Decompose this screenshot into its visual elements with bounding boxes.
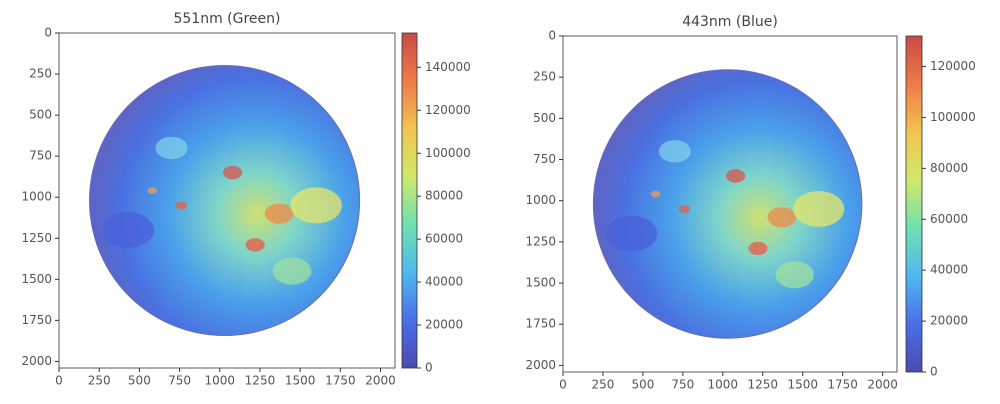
y-tick-label: 1500 (21, 272, 52, 286)
cloud (147, 187, 158, 195)
axes-frame (562, 35, 898, 373)
cloud (658, 140, 691, 163)
cloud (222, 165, 243, 180)
y-tick-label: 250 (29, 67, 52, 81)
cloud (775, 261, 814, 289)
x-tick-label: 500 (128, 374, 151, 388)
cloud (102, 212, 154, 249)
cloud (726, 169, 746, 183)
x-tick-label: 250 (591, 378, 614, 392)
cloud (272, 257, 312, 285)
cloud (290, 187, 342, 224)
cloud (245, 238, 265, 252)
y-tick-label: 1750 (21, 313, 52, 327)
y-tick-label: 0 (548, 29, 556, 43)
x-tick-label: 1250 (747, 378, 778, 392)
cloud (678, 205, 691, 213)
y-tick-label: 500 (533, 111, 556, 125)
cloud (767, 207, 797, 228)
x-tick-label: 250 (88, 374, 111, 388)
x-tick-label: 0 (55, 374, 63, 388)
colorbar-tick-label: 20000 (425, 318, 463, 332)
cloud (175, 201, 187, 210)
colorbar-tick-label: 140000 (425, 60, 471, 74)
colorbar (401, 32, 418, 369)
x-tick-label: 2000 (365, 374, 396, 388)
colorbar-tick-label: 60000 (930, 212, 968, 226)
x-tick-label: 1000 (204, 374, 235, 388)
y-tick-label: 750 (533, 152, 556, 166)
cloud (793, 191, 845, 227)
y-tick-label: 2000 (525, 358, 556, 372)
chart-title: 443nm (Blue) (682, 14, 778, 30)
x-tick-label: 1250 (245, 374, 276, 388)
colorbar-tick-label: 80000 (425, 189, 463, 203)
y-tick-label: 0 (44, 26, 52, 40)
colorbar-tick-label: 60000 (425, 232, 463, 246)
y-tick-label: 2000 (21, 354, 52, 368)
colorbar-tick-label: 40000 (425, 275, 463, 289)
y-tick-label: 1750 (525, 317, 556, 331)
x-tick-label: 1750 (325, 374, 356, 388)
colorbar-tick-label: 120000 (930, 59, 976, 73)
y-tick-label: 1000 (21, 190, 52, 204)
x-tick-label: 0 (559, 378, 567, 392)
y-tick-label: 750 (29, 149, 52, 163)
x-tick-label: 2000 (867, 378, 898, 392)
colorbar-tick-label: 40000 (930, 263, 968, 277)
colorbar-tick-label: 120000 (425, 103, 471, 117)
y-tick-label: 1500 (525, 276, 556, 290)
y-tick-label: 250 (533, 70, 556, 84)
chart-title: 551nm (Green) (173, 11, 280, 27)
y-tick-label: 1250 (525, 234, 556, 248)
x-tick-label: 1750 (827, 378, 858, 392)
colorbar-tick-label: 100000 (930, 110, 976, 124)
x-tick-label: 750 (671, 378, 694, 392)
cloud (606, 215, 658, 252)
cloud (155, 136, 188, 160)
x-tick-label: 750 (168, 374, 191, 388)
x-tick-label: 1500 (285, 374, 316, 388)
x-tick-label: 1500 (787, 378, 818, 392)
cloud (264, 203, 294, 224)
x-tick-label: 1000 (708, 378, 739, 392)
colorbar-tick-label: 80000 (930, 161, 968, 175)
colorbar-tick-label: 0 (425, 361, 433, 375)
x-tick-label: 500 (631, 378, 654, 392)
colorbar-tick-label: 100000 (425, 146, 471, 160)
cloud (748, 241, 768, 256)
colorbar-tick-label: 0 (930, 365, 938, 379)
colorbar (905, 35, 923, 373)
colorbar-tick-label: 20000 (930, 314, 968, 328)
y-tick-label: 500 (29, 108, 52, 122)
y-tick-label: 1250 (21, 231, 52, 245)
axes-frame (58, 32, 396, 369)
cloud (650, 190, 661, 198)
y-tick-label: 1000 (525, 193, 556, 207)
